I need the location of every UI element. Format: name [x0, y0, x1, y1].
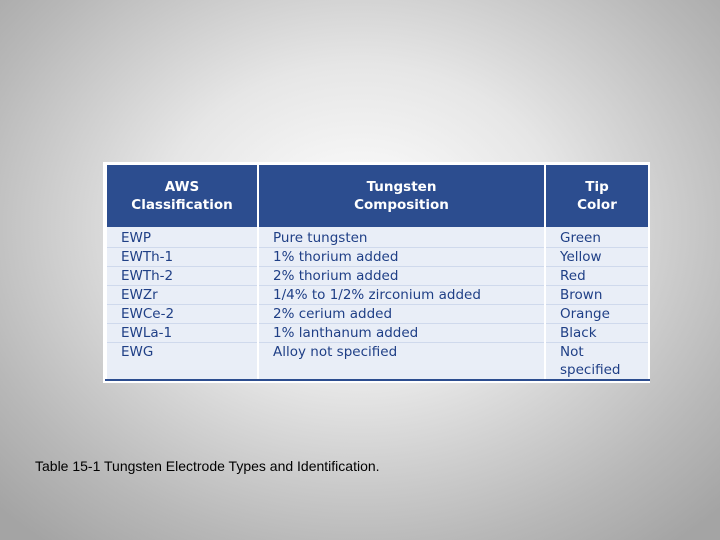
table-cell: EWLa-1: [105, 323, 259, 343]
table-cell: 1% lanthanum added: [257, 323, 546, 343]
table-cell: 2% thorium added: [257, 266, 546, 286]
table-cell: Orange: [544, 304, 650, 324]
table-row: EWP Pure tungsten Green: [105, 227, 650, 248]
table-cell: EWP: [105, 227, 259, 248]
electrode-table: AWS Classification Tungsten Composition Ti…: [105, 165, 650, 381]
table-cell: Brown: [544, 285, 650, 305]
header-text: AWS Classification: [131, 179, 233, 213]
table-cell: 1/4% to 1/2% zirconium added: [257, 285, 546, 305]
table-cell: EWG: [105, 342, 259, 381]
table-cell: Not specified: [544, 342, 650, 381]
table-row: EWTh-2 2% thorium added Red: [105, 266, 650, 286]
table-row: EWG Alloy not specified Not specified: [105, 342, 650, 381]
table-cell: Black: [544, 323, 650, 343]
header-row: AWS Classification Tungsten Composition Ti…: [105, 165, 650, 227]
table-row: EWLa-1 1% lanthanum added Black: [105, 323, 650, 343]
table-cell: 1% thorium added: [257, 247, 546, 267]
table-cell: Pure tungsten: [257, 227, 546, 248]
table-cell: 2% cerium added: [257, 304, 546, 324]
table-cell: EWTh-2: [105, 266, 259, 286]
table-cell: Red: [544, 266, 650, 286]
header-text: Tungsten Composition: [354, 179, 449, 213]
header-cell: Tip Color: [544, 165, 650, 227]
table-cell: Green: [544, 227, 650, 248]
table-cell: EWZr: [105, 285, 259, 305]
caption: Table 15-1 Tungsten Electrode Types and …: [35, 458, 380, 474]
table-row: EWTh-1 1% thorium added Yellow: [105, 247, 650, 267]
table-row: EWZr 1/4% to 1/2% zirconium added Brown: [105, 285, 650, 305]
table-row: EWCe-2 2% cerium added Orange: [105, 304, 650, 324]
table-cell: EWTh-1: [105, 247, 259, 267]
table-image: AWS Classification Tungsten Composition Ti…: [103, 162, 650, 383]
table-cell: Alloy not specified: [257, 342, 546, 381]
header-cell: AWS Classification: [105, 165, 259, 227]
table-body: EWP Pure tungsten Green EWTh-1 1% thorium ad…: [105, 227, 650, 381]
header-cell: Tungsten Composition: [257, 165, 546, 227]
table-cell: Yellow: [544, 247, 650, 267]
header-text: Tip Color: [577, 179, 617, 213]
table-cell: EWCe-2: [105, 304, 259, 324]
